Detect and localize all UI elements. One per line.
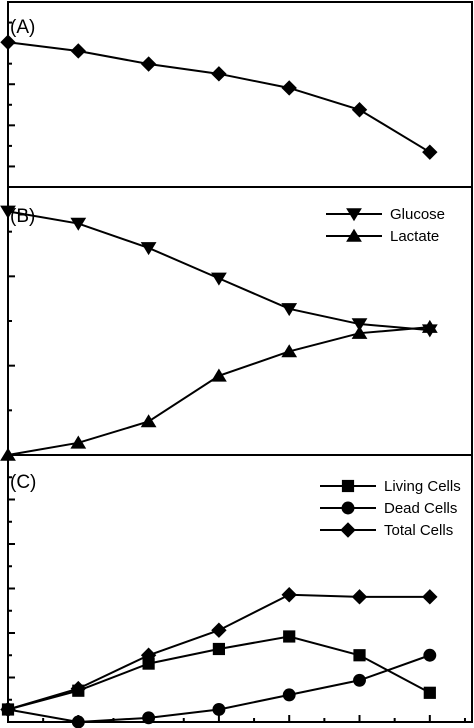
panel-c-legend-marker — [341, 501, 355, 515]
panel-b-legend-label: Glucose — [390, 206, 445, 223]
panel-c-data-point — [211, 622, 227, 638]
panel-c-legend-marker — [340, 522, 356, 538]
panel-b-legend-marker — [346, 208, 362, 222]
panel-b-legend-marker — [346, 228, 362, 242]
panel-c-data-point — [351, 589, 368, 605]
panel-a-data-point — [422, 144, 438, 160]
panel-b-data-point — [140, 414, 157, 428]
panel-c-data-point — [423, 686, 436, 699]
panel-a-series-line-0 — [7, 41, 431, 154]
panel-b-data-point — [211, 368, 227, 382]
panel-a-data-point — [281, 80, 297, 96]
panel-c-data-point — [353, 649, 366, 662]
panel-c-data-point — [140, 647, 157, 663]
panel-b-series-line-lactate — [7, 326, 430, 456]
panel-c-legend-label: Dead Cells — [384, 500, 457, 517]
panel-b-data-point — [351, 318, 368, 332]
panel-a-data-point — [140, 56, 157, 72]
panel-c-data-point — [212, 703, 226, 716]
panel-c-data-point — [281, 587, 297, 603]
panel-c-data-point — [353, 673, 366, 687]
panel-c-legend-marker — [341, 479, 355, 493]
panel-c-data-point — [423, 648, 437, 662]
panel-b-data-point — [140, 242, 157, 256]
panel-b-data-point — [281, 303, 298, 317]
panel-c-data-point — [212, 642, 226, 656]
panel-a: (A) — [0, 1, 438, 188]
panel-a-label: (A) — [10, 17, 35, 38]
panel-a-data-point — [211, 66, 227, 82]
panel-b-data-point — [421, 319, 438, 333]
panel-a-data-point — [70, 43, 87, 59]
panel-b-data-point — [70, 217, 87, 231]
panel-b-data-point — [211, 272, 227, 286]
panel-c-legend-label: Total Cells — [384, 522, 453, 539]
panel-b: (B) Glucose Lactate — [0, 186, 445, 461]
panel-c: (C) Living Cells Dead Cells Total Cells — [0, 454, 461, 728]
panel-b-series-line-glucose — [7, 210, 430, 332]
panel-c-data-point — [283, 630, 296, 643]
panel-b-data-point — [351, 325, 368, 339]
panel-b-label: (B) — [10, 206, 35, 227]
panel-c-data-point — [282, 688, 296, 702]
panel-c-legend-label: Living Cells — [384, 478, 461, 495]
panel-c-label: (C) — [10, 472, 36, 493]
panel-b-legend-label: Lactate — [390, 228, 439, 245]
panel-b-data-point — [70, 435, 87, 449]
panel-c-data-point — [422, 589, 438, 605]
panel-a-data-point — [351, 102, 368, 118]
panel-b-data-point — [281, 344, 298, 358]
panel-c-data-point — [70, 680, 87, 697]
figure-frame — [7, 1, 473, 723]
